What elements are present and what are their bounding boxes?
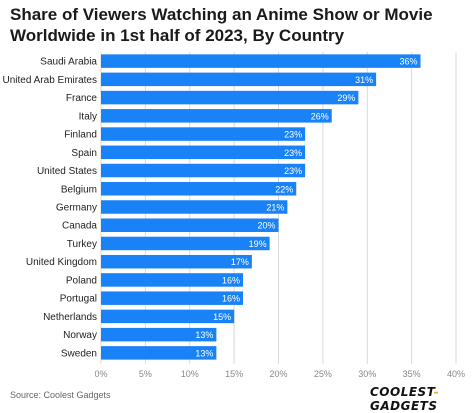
category-label: Italy — [79, 111, 97, 122]
x-tick-label: 25% — [314, 369, 332, 379]
category-label: Norway — [63, 330, 97, 341]
x-tick-label: 5% — [139, 369, 152, 379]
bar — [101, 273, 243, 287]
x-tick-label: 10% — [181, 369, 199, 379]
x-tick-label: 30% — [358, 369, 376, 379]
data-label: 15% — [213, 312, 231, 322]
bar — [101, 163, 306, 178]
bar — [101, 236, 270, 251]
category-label: Saudi Arabia — [40, 57, 97, 68]
data-label: 22% — [275, 184, 293, 194]
bar — [101, 309, 235, 324]
category-label: Canada — [62, 221, 97, 232]
bar — [101, 291, 243, 305]
category-label: Germany — [56, 203, 97, 214]
bar — [101, 254, 252, 269]
logo-word-1: COOLEST — [370, 385, 434, 399]
source-note: Source: Coolest Gadgets — [10, 390, 111, 400]
category-label: Sweden — [61, 348, 97, 359]
chart-title: Share of Viewers Watching an Anime Show … — [10, 5, 433, 45]
data-label: 29% — [337, 93, 355, 103]
x-tick-label: 15% — [225, 369, 243, 379]
category-label: Turkey — [67, 239, 97, 250]
logo-word-2: GADGETS — [370, 399, 438, 413]
data-label: 17% — [231, 257, 249, 267]
bar — [101, 218, 279, 232]
bar — [101, 90, 359, 105]
bar — [101, 200, 288, 214]
data-label: 23% — [284, 166, 302, 176]
category-label: Poland — [66, 275, 97, 286]
x-tick-label: 20% — [269, 369, 287, 379]
category-label: Belgium — [61, 184, 97, 195]
bar — [101, 182, 297, 196]
data-label: 36% — [399, 57, 417, 67]
data-label: 19% — [249, 239, 267, 249]
category-label: Spain — [71, 148, 97, 159]
category-label: United Kingdom — [26, 257, 97, 268]
data-label: 21% — [266, 203, 284, 213]
bar — [101, 72, 377, 87]
data-label: 13% — [195, 330, 213, 340]
x-tick-label: 0% — [94, 369, 107, 379]
category-label: Finland — [64, 130, 97, 141]
data-label: 16% — [222, 275, 240, 285]
data-label: 26% — [311, 111, 329, 121]
data-label: 20% — [257, 221, 275, 231]
bar — [101, 127, 306, 141]
data-label: 23% — [284, 148, 302, 158]
data-label: 31% — [355, 75, 373, 85]
data-label: 23% — [284, 130, 302, 140]
data-label: 16% — [222, 294, 240, 304]
data-label: 13% — [195, 348, 213, 358]
x-tick-label: 40% — [447, 369, 465, 379]
category-label: United Arab Emirates — [3, 75, 98, 86]
bar — [101, 145, 306, 160]
category-label: France — [66, 93, 98, 104]
category-label: Netherlands — [43, 312, 97, 323]
bar — [101, 346, 217, 360]
category-label: United States — [37, 166, 97, 177]
x-tick-label: 35% — [403, 369, 421, 379]
logo-dash: - — [433, 385, 440, 399]
bar — [101, 109, 332, 123]
bar — [101, 54, 421, 68]
bar — [101, 327, 217, 342]
category-label: Portugal — [60, 294, 97, 305]
